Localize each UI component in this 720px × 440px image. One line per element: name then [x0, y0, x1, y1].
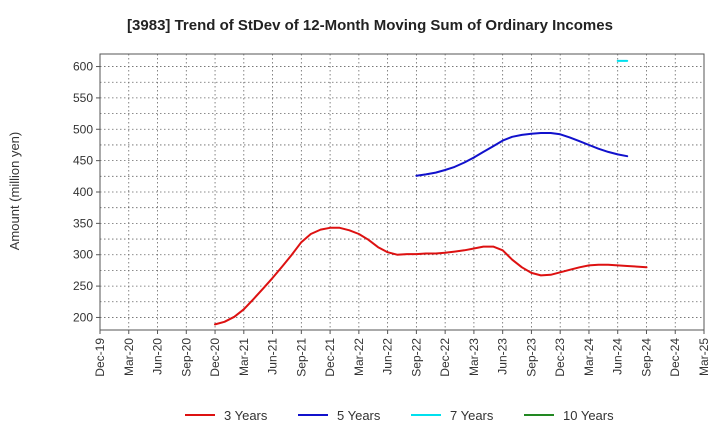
- x-tick-label: Dec-21: [323, 338, 337, 377]
- legend-label-2: 5 Years: [337, 408, 381, 423]
- grid: [99, 54, 705, 330]
- x-tick-label: Mar-23: [467, 338, 481, 376]
- x-tick-label: Dec-23: [553, 338, 567, 377]
- y-tick-label: 450: [73, 154, 93, 168]
- series-lines: [214, 59, 648, 326]
- x-tick-label: Mar-24: [582, 338, 596, 376]
- x-tick-label: Mar-22: [352, 338, 366, 376]
- y-tick-label: 600: [73, 60, 93, 74]
- y-tick-label: 550: [73, 91, 93, 105]
- x-tick-label: Dec-19: [93, 338, 107, 377]
- x-tick-label: Sep-22: [409, 338, 423, 377]
- x-tick-label: Mar-20: [122, 338, 136, 376]
- x-tick-label: Sep-24: [639, 338, 653, 377]
- x-tick-label: Jun-22: [381, 338, 395, 375]
- x-axis-ticks: Dec-19 Mar-20 Jun-20 Sep-20 Dec-20 Mar-21 Jun-…: [93, 330, 711, 377]
- legend-label-4: 10 Years: [563, 408, 614, 423]
- plot-frame: [99, 53, 705, 331]
- series-line-1: [214, 226, 648, 326]
- y-tick-label: 400: [73, 185, 93, 199]
- chart-title: [3983] Trend of StDev of 12-Month Moving…: [127, 17, 613, 34]
- x-tick-label: Jun-23: [496, 338, 510, 375]
- series-line-2: [415, 132, 629, 177]
- x-tick-label: Jun-24: [611, 338, 625, 375]
- x-tick-label: Sep-21: [294, 338, 308, 377]
- legend-label-1: 3 Years: [224, 408, 268, 423]
- x-tick-label: Sep-23: [524, 338, 538, 377]
- x-tick-label: Dec-20: [208, 338, 222, 377]
- x-tick-label: Jun-21: [266, 338, 280, 375]
- y-axis-ticks: 200 250 300 350 400 450 500 550 600: [73, 60, 100, 324]
- x-tick-label: Jun-20: [151, 338, 165, 375]
- legend: 3 Years 5 Years 7 Years 10 Years: [185, 408, 614, 423]
- legend-label-3: 7 Years: [450, 408, 494, 423]
- x-tick-label: Mar-21: [237, 338, 251, 376]
- x-tick-label: Mar-25: [697, 338, 711, 376]
- y-tick-label: 200: [73, 310, 93, 324]
- y-tick-label: 250: [73, 279, 93, 293]
- y-tick-label: 500: [73, 122, 93, 136]
- x-tick-label: Sep-20: [179, 338, 193, 377]
- x-tick-label: Dec-24: [668, 338, 682, 377]
- y-tick-label: 350: [73, 216, 93, 230]
- y-tick-label: 300: [73, 248, 93, 262]
- x-tick-label: Dec-22: [438, 338, 452, 377]
- y-axis-label: Amount (million yen): [7, 132, 22, 251]
